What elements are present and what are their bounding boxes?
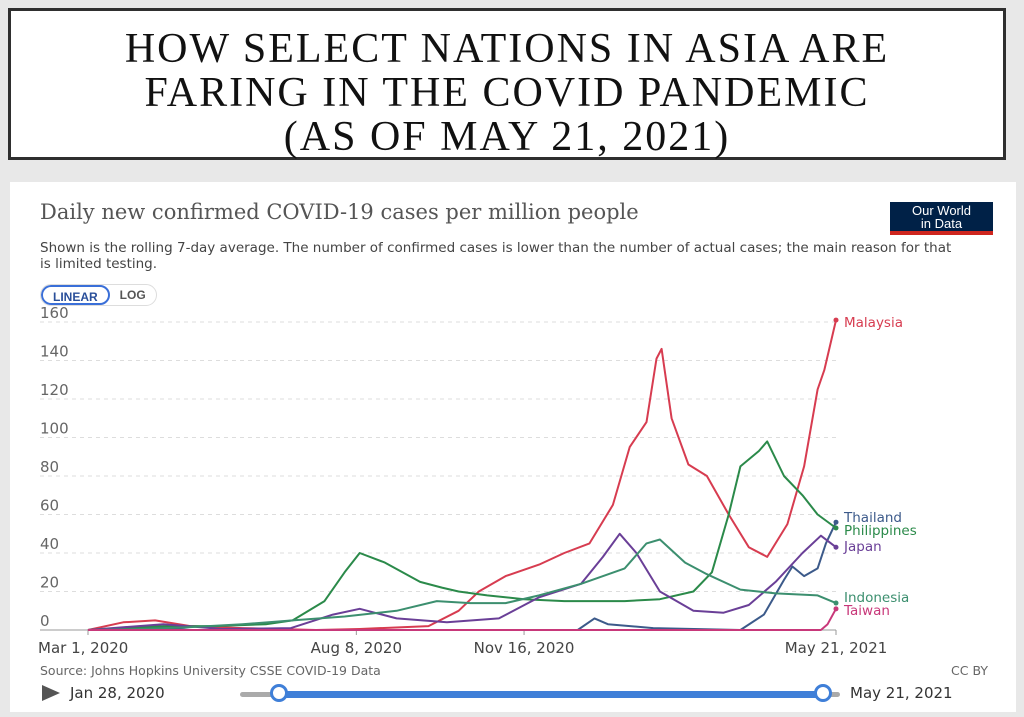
play-icon[interactable] — [42, 685, 60, 701]
timeline-end-date: May 21, 2021 — [850, 684, 953, 702]
timeline-end-handle[interactable] — [814, 684, 832, 702]
series-end-dot-philippines — [833, 525, 839, 531]
y-tick-label-0: 0 — [40, 612, 50, 630]
chart-card: Daily new confirmed COVID-19 cases per m… — [10, 182, 1016, 712]
log-scale-button[interactable]: LOG — [119, 288, 146, 302]
linear-scale-button[interactable]: LINEAR — [41, 285, 110, 305]
series-line-taiwan — [88, 608, 837, 631]
timeline-start-date: Jan 28, 2020 — [70, 684, 165, 702]
y-tick-label-80: 80 — [40, 458, 59, 476]
series-line-thailand — [87, 521, 837, 631]
series-line-indonesia — [87, 538, 837, 631]
license-link[interactable]: CC BY — [951, 663, 988, 678]
chart-subtitle: Shown is the rolling 7-day average. The … — [40, 240, 952, 272]
series-label-malaysia: Malaysia — [844, 315, 903, 331]
timeline-selected-range — [280, 691, 824, 698]
y-tick-label-120: 120 — [40, 381, 69, 399]
x-tick-label-2: Nov 16, 2020 — [474, 639, 575, 657]
timeline-start-handle[interactable] — [270, 684, 288, 702]
series-label-japan: Japan — [843, 539, 882, 555]
title-line-1: HOW SELECT NATIONS IN ASIA ARE — [124, 26, 890, 72]
series-end-dot-japan — [833, 544, 839, 550]
y-tick-label-160: 160 — [40, 304, 69, 322]
series-label-thailand: Thailand — [843, 510, 902, 526]
series-end-dot-thailand — [833, 519, 839, 525]
source-note: Source: Johns Hopkins University CSSE CO… — [40, 663, 381, 678]
series-end-dot-taiwan — [833, 606, 839, 612]
series-label-taiwan: Taiwan — [843, 603, 890, 619]
logo-line-1: Our World — [912, 203, 971, 218]
series-end-dot-indonesia — [833, 600, 839, 606]
title-line-3: (AS OF MAY 21, 2021) — [283, 114, 731, 160]
series-label-philippines: Philippines — [844, 523, 917, 539]
x-tick-label-0: Mar 1, 2020 — [38, 639, 128, 657]
y-tick-label-100: 100 — [40, 420, 69, 438]
y-tick-label-140: 140 — [40, 343, 69, 361]
series-line-malaysia — [87, 319, 837, 631]
y-tick-label-40: 40 — [40, 535, 59, 553]
series-line-japan — [87, 532, 837, 631]
infographic-title-box: HOW SELECT NATIONS IN ASIA ARE FARING IN… — [8, 8, 1006, 160]
line-chart: 0 20 40 60 80 100 120 140 160 Mar 1, 2020 Aug 8, 2… — [38, 304, 917, 657]
y-tick-label-20: 20 — [40, 574, 59, 592]
title-line-2: FARING IN THE COVID PANDEMIC — [144, 70, 870, 116]
x-tick-label-1: Aug 8, 2020 — [311, 639, 402, 657]
chart-title: Daily new confirmed COVID-19 cases per m… — [40, 200, 639, 224]
scale-toggle: LINEAR LOG — [40, 284, 157, 306]
series-end-dot-malaysia — [833, 317, 839, 323]
owid-logo[interactable]: Our World in Data — [890, 202, 993, 235]
series-label-indonesia: Indonesia — [844, 590, 909, 606]
x-tick-label-3: May 21, 2021 — [785, 639, 888, 657]
logo-line-2: in Data — [920, 216, 963, 231]
y-tick-label-60: 60 — [40, 497, 59, 515]
